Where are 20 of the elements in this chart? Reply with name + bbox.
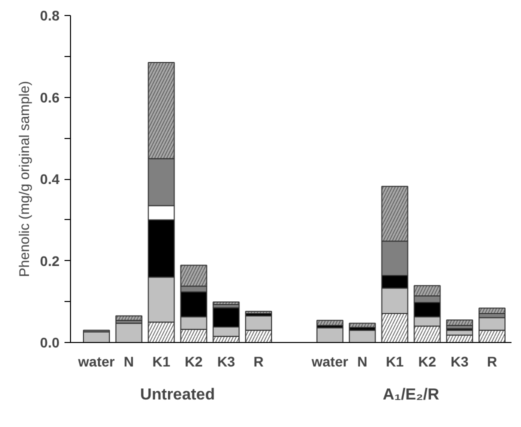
x-tick-label: K1 xyxy=(152,354,170,370)
y-tick-label: 0.6 xyxy=(40,89,60,106)
y-tick-label: 0.8 xyxy=(40,8,60,24)
x-tick-label: N xyxy=(124,354,134,370)
x-tick-label: K2 xyxy=(418,354,436,370)
x-tick-label: K3 xyxy=(450,354,469,370)
y-tick-label: 0.2 xyxy=(40,252,60,269)
x-tick-label: water xyxy=(310,354,349,370)
x-tick-label: R xyxy=(254,354,264,370)
x-tick-label: water xyxy=(77,354,116,370)
x-tick-label: N xyxy=(357,354,368,370)
x-tick-label: K2 xyxy=(184,354,203,370)
y-tick-label: 0.4 xyxy=(40,171,60,187)
x-tick-label: K3 xyxy=(217,354,236,370)
y-tick-label: 0.0 xyxy=(40,334,60,350)
y-axis-title: Phenolic (mg/g original sample) xyxy=(16,80,32,278)
text: Untreated xyxy=(140,386,215,404)
x-tick-label: K1 xyxy=(386,354,404,370)
x-tick-label: R xyxy=(486,354,498,370)
text: A₁/E₂/R xyxy=(382,386,440,404)
